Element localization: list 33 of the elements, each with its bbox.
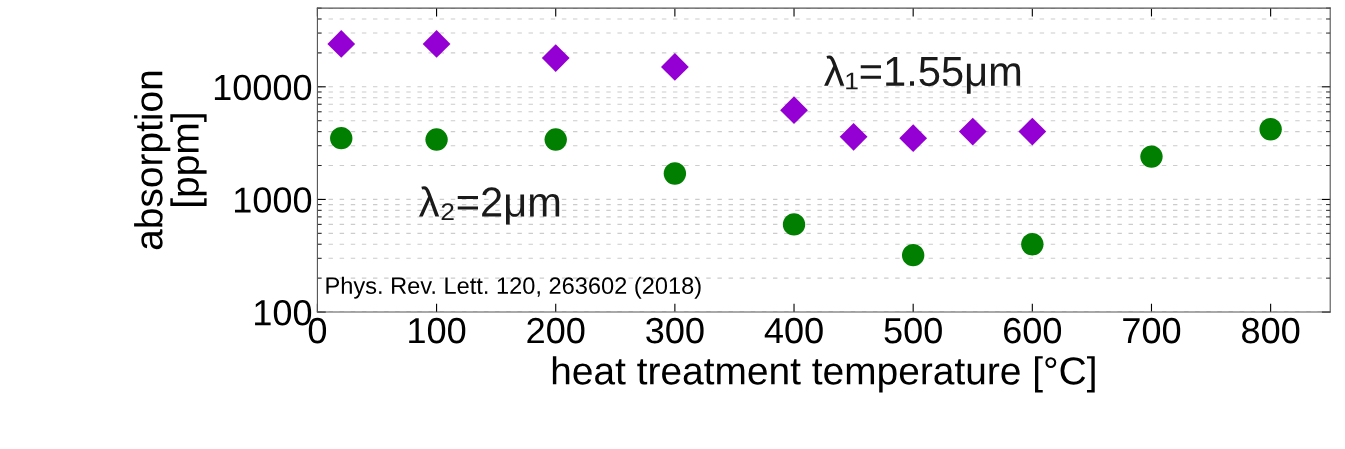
point <box>663 162 687 185</box>
point <box>901 243 925 267</box>
point <box>780 96 808 125</box>
point <box>1259 118 1282 141</box>
x-tick-label: 200 <box>527 317 585 344</box>
series-label: λ₁=1.55μm <box>824 55 1021 94</box>
annotation: Phys. Rev. Lett. 120, 263602 (2018) <box>326 276 701 299</box>
y-tick-label: 10000 <box>214 74 312 101</box>
point <box>958 117 987 146</box>
point <box>839 122 868 151</box>
point <box>782 213 806 236</box>
x-tick-label: 300 <box>646 317 704 344</box>
point <box>422 30 451 58</box>
point <box>1140 145 1163 168</box>
series-label: λ₂=2μm <box>418 186 560 225</box>
point <box>544 128 567 151</box>
x-axis-title: heat treatment temperature [°C] <box>552 356 1095 393</box>
y-axis-title: absorption [ppm] <box>134 71 207 250</box>
point <box>425 128 448 151</box>
point <box>327 30 356 58</box>
point <box>541 44 570 72</box>
x-tick-label: 100 <box>409 317 466 344</box>
point <box>1018 117 1047 146</box>
point <box>1021 233 1044 256</box>
point <box>660 53 689 81</box>
point <box>899 124 928 153</box>
x-tick-label: 600 <box>1004 317 1062 344</box>
y-tick-label: 1000 <box>234 187 312 213</box>
x-tick-label: 500 <box>884 317 942 344</box>
point <box>330 126 353 150</box>
x-tick-label: 700 <box>1123 317 1181 344</box>
x-tick-label: 800 <box>1242 317 1300 344</box>
x-tick-label: 400 <box>764 317 823 344</box>
